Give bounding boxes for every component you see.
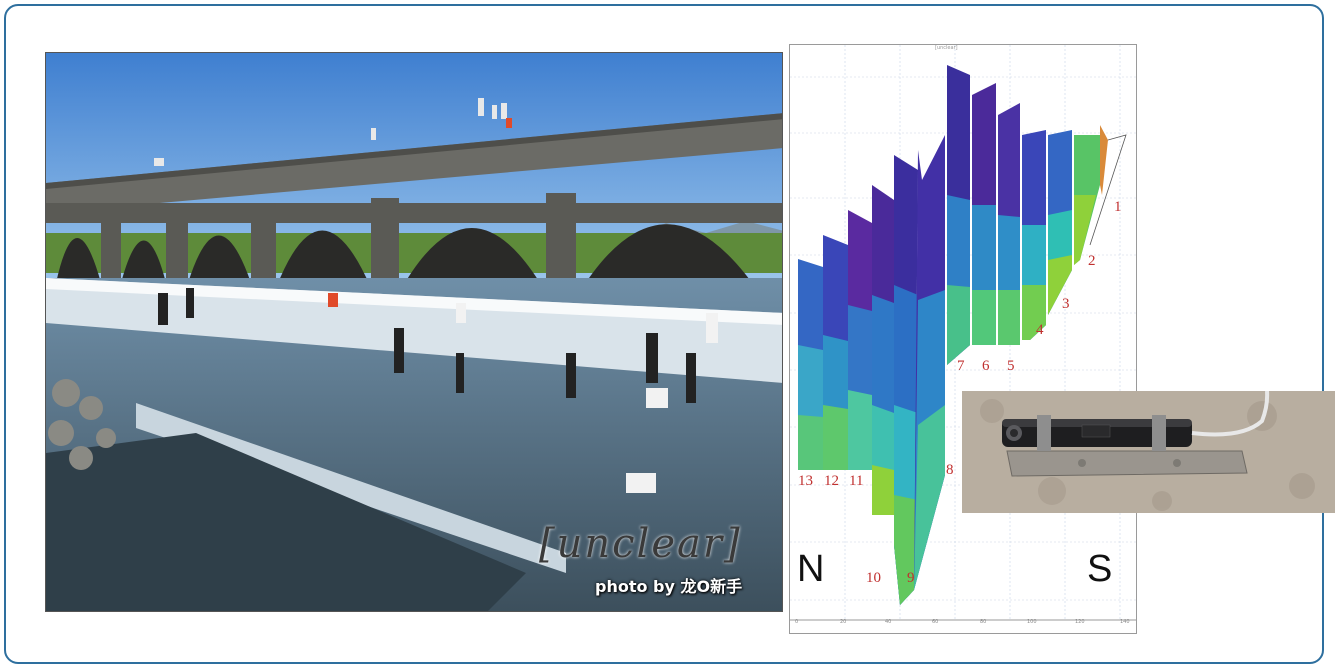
segment-label-9: 9 [907,570,915,586]
bridge-photo: [unclear] photo by 龙O新手 [45,52,783,612]
segment-label-1: 1 [1114,199,1122,215]
segment-label-13: 13 [798,473,813,489]
x-tick: 20 [840,619,847,625]
x-tick: 100 [1027,619,1037,625]
cross-section-chart [789,44,1137,634]
segment-label-7: 7 [957,358,965,374]
x-tick: 140 [1120,619,1130,625]
segment-label-8: 8 [946,462,954,478]
segment-label-10: 10 [866,570,881,586]
segment-label-2: 2 [1088,253,1096,269]
chart-title: [unclear] [935,45,958,51]
direction-north: N [797,548,825,590]
direction-south: S [1087,548,1113,590]
photo-credit: photo by 龙O新手 [595,577,743,596]
x-tick: 80 [980,619,987,625]
segment-label-11: 11 [849,473,864,489]
x-tick: 40 [885,619,892,625]
segment-label-4: 4 [1036,322,1044,338]
x-tick: 60 [932,619,939,625]
x-tick: 120 [1075,619,1085,625]
photo-watermark-title: [unclear] [539,521,742,567]
sensor-photo [962,391,1335,513]
segment-label-6: 6 [982,358,990,374]
segment-label-12: 12 [824,473,839,489]
segment-label-5: 5 [1007,358,1015,374]
chart-slabs [798,65,1127,605]
segment-label-3: 3 [1062,296,1070,312]
x-tick: 0 [795,619,799,625]
